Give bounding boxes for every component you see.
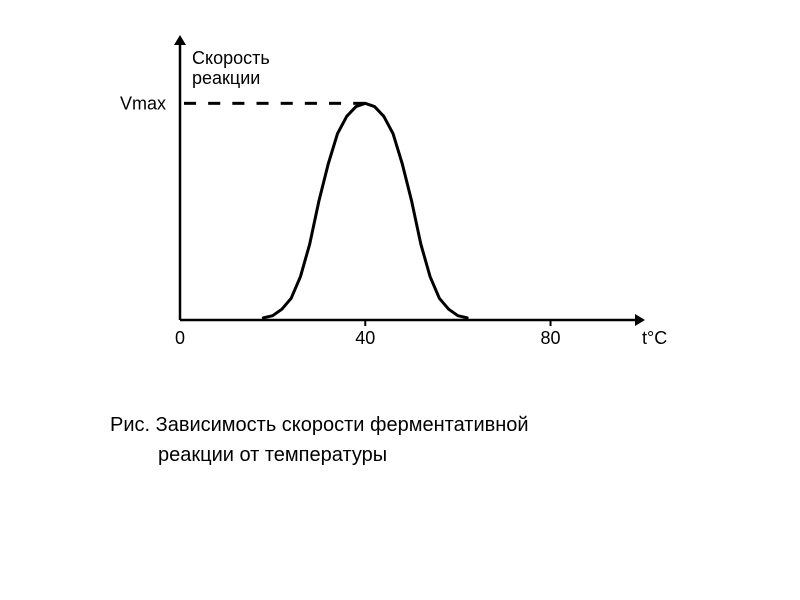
figure-caption: Рис. Зависимость скорости ферментативной… <box>110 410 529 470</box>
svg-text:80: 80 <box>541 328 561 348</box>
svg-text:40: 40 <box>355 328 375 348</box>
caption-line-2: реакции от температуры <box>110 440 529 470</box>
svg-text:Vmax: Vmax <box>120 93 166 113</box>
svg-text:реакции: реакции <box>192 68 260 88</box>
svg-text:0: 0 <box>175 328 185 348</box>
chart-svg: Скоростьреакции t°C Vmax 0 40 80 <box>110 30 670 380</box>
chart-area: Скоростьреакции t°C Vmax 0 40 80 <box>110 30 670 380</box>
caption-line-1: Рис. Зависимость скорости ферментативной <box>110 410 529 440</box>
svg-text:Скорость: Скорость <box>192 48 270 68</box>
svg-text:t°C: t°C <box>642 328 667 348</box>
